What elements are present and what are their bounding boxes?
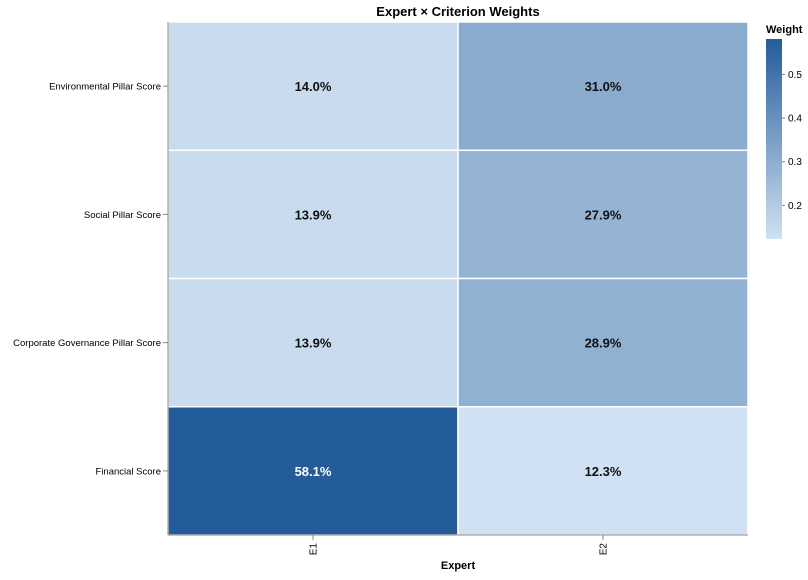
cell-label-e2-environmental-pillar-score: 31.0%: [585, 79, 622, 94]
legend-tick-label: 0.4: [788, 114, 802, 125]
x-tick-label-e2: E2: [599, 543, 610, 556]
color-legend: Weight 0.2 0.3 0.4 0.5: [766, 24, 803, 239]
cell-label-e1-environmental-pillar-score: 14.0%: [295, 79, 332, 94]
heatmap-cell-e1-corporate-governance-pillar-score: [167, 277, 459, 408]
legend-tick-label: 0.3: [788, 157, 802, 168]
heatmap-cell-e1-social-pillar-score: [167, 149, 459, 280]
heatmap-cells: [167, 21, 749, 536]
heatmap-cell-e2-social-pillar-score: [457, 149, 749, 280]
heatmap-cell-e1-environmental-pillar-score: [167, 21, 459, 151]
cell-label-e1-financial-score: 58.1%: [295, 464, 332, 479]
y-tick-label-corporate-governance-pillar-score: Corporate Governance Pillar Score: [13, 338, 161, 349]
heatmap-cell-e2-corporate-governance-pillar-score: [457, 277, 749, 408]
legend-tick-label: 0.5: [788, 70, 802, 81]
y-tick-label-environmental-pillar-score: Environmental Pillar Score: [49, 82, 161, 93]
legend-ticks: 0.2 0.3 0.4 0.5: [782, 70, 802, 212]
legend-gradient-bar: [766, 39, 782, 239]
legend-title: Weight: [766, 24, 803, 36]
cell-label-e1-social-pillar-score: 13.9%: [295, 207, 332, 222]
cell-label-e2-corporate-governance-pillar-score: 28.9%: [585, 336, 622, 351]
heatmap-cell-e2-financial-score: [457, 406, 749, 536]
x-axis-title: Expert: [441, 560, 476, 572]
x-tick-label-e1: E1: [309, 543, 320, 556]
cell-labels: 14.0% 31.0% 13.9% 27.9% 13.9% 28.9% 58.1% 12.3%: [295, 79, 622, 479]
cell-label-e2-social-pillar-score: 27.9%: [585, 207, 622, 222]
y-tick-label-social-pillar-score: Social Pillar Score: [84, 210, 161, 221]
heatmap-cell-e2-environmental-pillar-score: [457, 21, 749, 151]
cell-label-e1-corporate-governance-pillar-score: 13.9%: [295, 336, 332, 351]
cell-label-e2-financial-score: 12.3%: [585, 464, 622, 479]
chart-title: Expert × Criterion Weights: [376, 4, 539, 19]
y-tick-label-financial-score: Financial Score: [96, 466, 161, 477]
legend-tick-label: 0.2: [788, 201, 802, 212]
y-axis: Environmental Pillar Score Social Pillar …: [13, 22, 169, 535]
x-axis: E1 E2: [168, 534, 748, 556]
